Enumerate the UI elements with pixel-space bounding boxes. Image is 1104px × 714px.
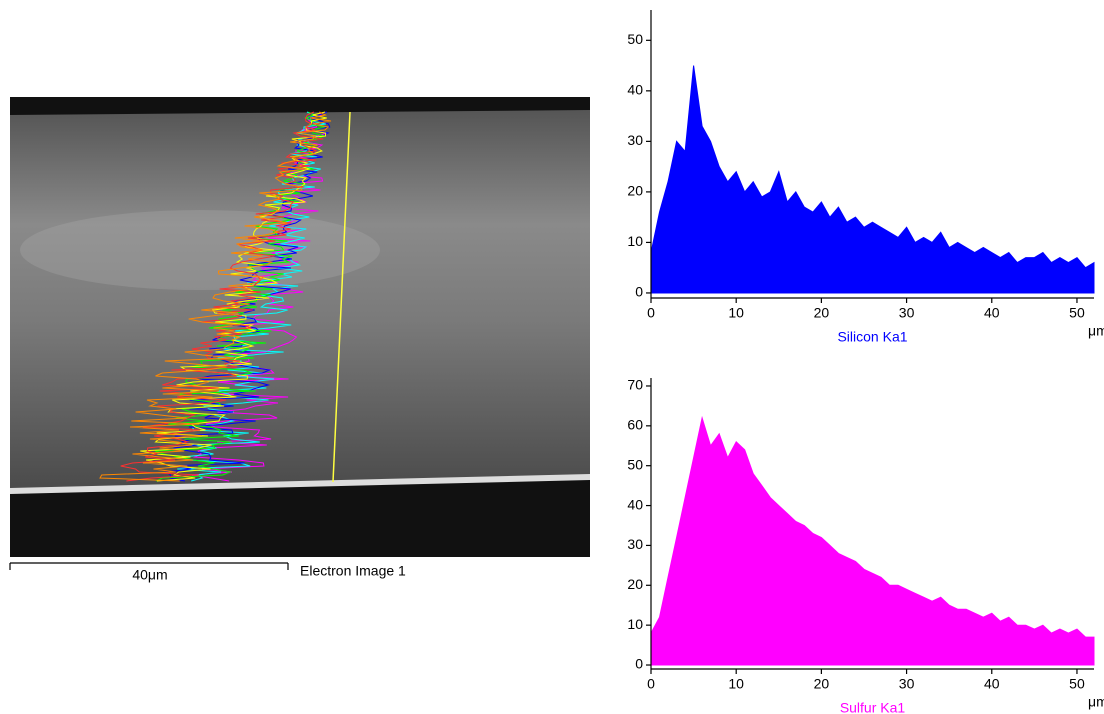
trace bbox=[99, 111, 332, 482]
y-tick-label: 50 bbox=[627, 456, 643, 472]
x-tick-label: 10 bbox=[728, 305, 744, 321]
area bbox=[650, 415, 1095, 666]
y-tick-label: 30 bbox=[627, 536, 643, 552]
y-tick-label: 0 bbox=[635, 284, 643, 300]
electron-image bbox=[10, 97, 590, 557]
x-tick-label: 20 bbox=[814, 305, 830, 321]
edge bbox=[10, 474, 590, 494]
x-unit: μm bbox=[1088, 323, 1104, 339]
image-caption: Electron Image 1 bbox=[300, 563, 406, 579]
x-tick-label: 40 bbox=[984, 676, 1000, 692]
x-tick-label: 40 bbox=[984, 305, 1000, 321]
x-tick-label: 30 bbox=[899, 676, 915, 692]
x-tick-label: 30 bbox=[899, 305, 915, 321]
y-tick-label: 10 bbox=[627, 616, 643, 632]
sample-section bbox=[10, 110, 590, 492]
area bbox=[650, 65, 1095, 294]
x-axis-label: Sulfur Ka1 bbox=[840, 700, 906, 714]
x-tick-label: 0 bbox=[647, 676, 655, 692]
y-tick-label: 20 bbox=[627, 576, 643, 592]
x-tick-label: 10 bbox=[728, 676, 744, 692]
trace bbox=[120, 111, 324, 482]
y-tick-label: 20 bbox=[627, 183, 643, 199]
scan-line bbox=[332, 111, 351, 483]
x-tick-label: 0 bbox=[647, 305, 655, 321]
y-tick-label: 70 bbox=[627, 377, 643, 393]
y-tick-label: 40 bbox=[627, 82, 643, 98]
y-tick-label: 10 bbox=[627, 233, 643, 249]
x-tick-label: 50 bbox=[1069, 676, 1085, 692]
y-tick-label: 40 bbox=[627, 496, 643, 512]
y-tick-label: 0 bbox=[635, 656, 643, 672]
trace bbox=[154, 111, 327, 482]
bright-region bbox=[20, 210, 380, 290]
scale-bar-label: 40μm bbox=[132, 567, 167, 583]
line-scan-traces bbox=[99, 111, 332, 482]
y-tick-label: 30 bbox=[627, 132, 643, 148]
y-tick-label: 50 bbox=[627, 31, 643, 47]
x-unit: μm bbox=[1088, 694, 1104, 710]
x-axis-label: Silicon Ka1 bbox=[837, 329, 907, 345]
x-tick-label: 20 bbox=[814, 676, 830, 692]
y-tick-label: 60 bbox=[627, 417, 643, 433]
x-tick-label: 50 bbox=[1069, 305, 1085, 321]
